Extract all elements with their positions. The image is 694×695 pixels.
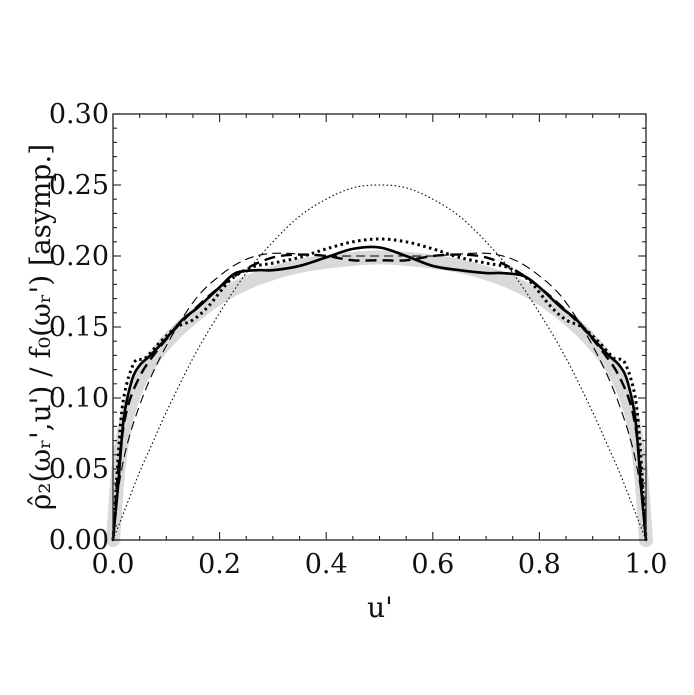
x-tick-label: 0.8: [518, 549, 561, 580]
x-tick-label: 0.0: [92, 549, 135, 580]
tick-layer: 0.0 0.2 0.4 0.6 0.8 1.0 0.00 0.05 0.10 0.15 0.20 0.…: [49, 99, 668, 580]
series-line-dotted-thin: [112, 184, 647, 541]
y-tick-label: 0.05: [49, 454, 109, 485]
x-tick-label: 0.2: [198, 549, 241, 580]
series-line-gray-band: [106, 250, 653, 547]
series-line-dashed-thick: [111, 253, 648, 541]
x-tick-label: 0.4: [305, 549, 348, 580]
series-line-dashed-thin: [112, 252, 647, 541]
y-tick-label: 0.20: [49, 241, 109, 272]
x-tick-label: 1.0: [625, 549, 668, 580]
y-tick-label: 0.10: [49, 383, 109, 414]
x-axis-label: u': [367, 591, 393, 624]
series-layer: [106, 184, 653, 547]
y-axis-label: ρ̂₂(ωᵣ',u') / f₀(ωᵣ') [asymp.]: [24, 144, 57, 510]
y-tick-label: 0.00: [49, 525, 109, 556]
y-tick-label: 0.30: [49, 99, 109, 130]
x-tick-label: 0.6: [411, 549, 454, 580]
y-tick-label: 0.25: [49, 170, 109, 201]
plot-frame: [112, 113, 647, 541]
y-tick-label: 0.15: [49, 312, 109, 343]
series-line-dotted-thick: [111, 237, 648, 541]
series-line-solid-thick: [111, 245, 648, 542]
